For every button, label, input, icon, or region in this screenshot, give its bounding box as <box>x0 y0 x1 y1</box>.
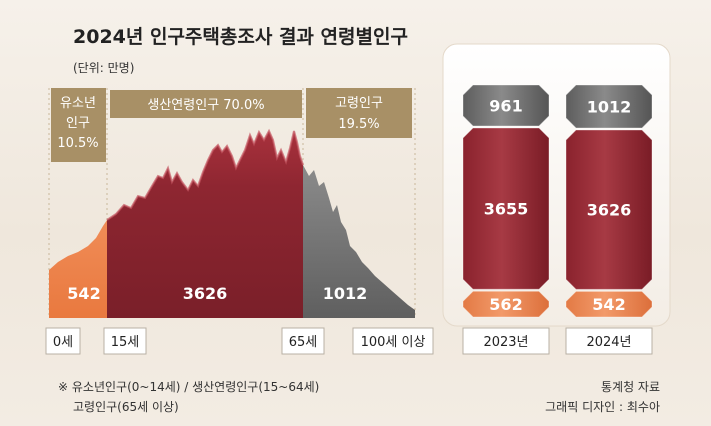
youth-value: 542 <box>67 284 100 303</box>
year-box-2024 <box>565 327 653 355</box>
footnote-line2: 고령인구(65세 이상) <box>73 400 179 414</box>
column-segment-elderly <box>565 84 653 129</box>
column-value-youth: 542 <box>592 295 625 314</box>
tick-label-65: 65세 <box>289 335 318 350</box>
working-label: 생산연령인구 70.0% <box>147 98 264 113</box>
column-segment-youth <box>462 290 550 318</box>
tick-box-0 <box>45 327 81 355</box>
year-label-2023: 2023년 <box>483 335 528 350</box>
elderly-share: 19.5% <box>338 117 379 132</box>
tick-label-100: 100세 이상 <box>361 335 426 350</box>
column-value-elderly: 1012 <box>587 98 632 117</box>
youth-share: 10.5% <box>57 136 98 151</box>
tick-box-15 <box>103 327 147 355</box>
year-label-2024: 2024년 <box>586 335 631 350</box>
unit-label: (단위: 만명) <box>73 61 134 75</box>
column-2024년: 542 3626 1012 <box>565 84 653 318</box>
youth-label-line2: 인구 <box>66 116 90 131</box>
column-value-youth: 562 <box>489 295 522 314</box>
elderly-value: 1012 <box>323 284 368 303</box>
column-value-elderly: 961 <box>489 96 522 115</box>
year-box-2023 <box>462 327 550 355</box>
working-label-box: 생산연령인구 70.0% <box>110 90 302 118</box>
page-title: 2024년 인구주택총조사 결과 연령별인구 <box>73 26 408 48</box>
elderly-label-box: 고령인구 19.5% <box>306 88 412 138</box>
tick-box-65 <box>281 327 325 355</box>
column-value-working: 3626 <box>587 201 632 220</box>
column-segment-youth <box>565 290 653 318</box>
tick-box-100 <box>352 327 434 355</box>
elderly-area <box>303 165 415 318</box>
column-segment-working <box>565 129 653 290</box>
tick-label-0: 0세 <box>53 335 73 350</box>
working-age-area <box>107 131 303 318</box>
column-segment-working <box>462 127 550 290</box>
youth-area <box>49 220 107 318</box>
footnote-line1: ※ 유소년인구(0~14세) / 생산연령인구(15~64세) <box>58 380 319 394</box>
elderly-label: 고령인구 <box>335 96 383 111</box>
source-label: 통계청 자료 <box>601 380 660 394</box>
column-2023년: 562 3655 961 <box>462 84 550 318</box>
x-axis: 0세 15세 65세 100세 이상 <box>45 327 434 355</box>
tick-label-15: 15세 <box>111 335 140 350</box>
credit-label: 그래픽 디자인 : 최수아 <box>545 400 660 414</box>
column-segment-elderly <box>462 84 550 127</box>
age-area-chart: 542 3626 1012 <box>48 88 416 318</box>
column-value-working: 3655 <box>484 200 529 219</box>
youth-label-box: 유소년 인구 10.5% <box>51 88 106 162</box>
youth-label-line1: 유소년 <box>60 96 96 111</box>
working-value: 3626 <box>183 284 228 303</box>
stacked-columns: 562 3655 961 542 3626 1012 <box>462 84 653 318</box>
